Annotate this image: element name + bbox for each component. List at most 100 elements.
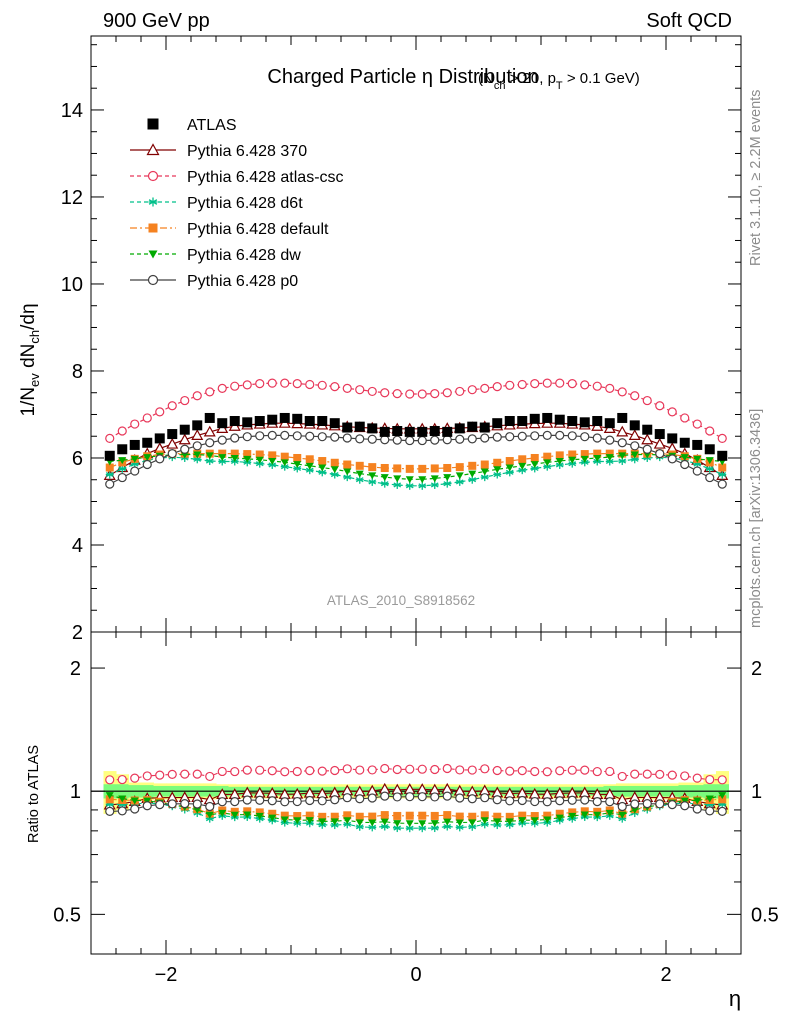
- data-point: [630, 806, 639, 814]
- data-point: [154, 433, 165, 444]
- data-point: [717, 450, 728, 461]
- data-point: [705, 457, 714, 465]
- data-point: [405, 476, 414, 484]
- data-point: [430, 764, 440, 775]
- ratio-y-tick-label: 0.5: [53, 904, 81, 926]
- data-point: [555, 378, 565, 388]
- header-left: 900 GeV pp: [103, 10, 210, 32]
- data-point: [405, 481, 414, 490]
- series-pythia-6-428-p0: [105, 430, 727, 489]
- plot-subtitle: (Nch > 20, pT > 0.1 GeV): [478, 70, 640, 92]
- data-point: [280, 816, 289, 824]
- data-point: [355, 819, 364, 827]
- series-line: [109, 422, 723, 476]
- data-point: [117, 472, 127, 483]
- data-point: [530, 431, 540, 441]
- y-tick-label: 12: [61, 187, 83, 209]
- data-point: [380, 479, 389, 488]
- data-point: [479, 422, 490, 433]
- data-point: [155, 454, 165, 464]
- data-point: [242, 795, 252, 805]
- data-point: [242, 765, 252, 775]
- data-point: [118, 457, 127, 465]
- data-point: [193, 451, 202, 459]
- data-point: [392, 435, 402, 445]
- data-point: [130, 797, 139, 805]
- data-point: [305, 431, 315, 441]
- data-point: [405, 811, 414, 820]
- data-point: [517, 795, 527, 806]
- data-point: [653, 437, 666, 449]
- data-point: [518, 811, 527, 820]
- data-point: [430, 435, 440, 445]
- data-point: [505, 457, 514, 466]
- data-point: [180, 769, 190, 779]
- data-point: [555, 451, 564, 460]
- data-point: [280, 378, 290, 388]
- data-point: [230, 811, 239, 819]
- mcplots-label: mcplots.cern.ch [arXiv:1306.3436]: [748, 409, 764, 628]
- data-point: [629, 420, 640, 431]
- data-point: [542, 767, 552, 777]
- data-point: [255, 378, 265, 389]
- data-point: [430, 811, 439, 820]
- ratio-series: [105, 792, 727, 828]
- data-point: [468, 812, 477, 821]
- data-point: [693, 455, 702, 463]
- legend-label: Pythia 6.428 atlas-csc: [187, 169, 344, 186]
- data-point: [342, 764, 352, 774]
- data-point: [392, 426, 403, 437]
- data-point: [393, 811, 402, 820]
- data-point: [555, 766, 565, 776]
- ratio-y-tick-label: 2: [70, 658, 81, 680]
- data-point: [217, 766, 227, 777]
- data-point: [380, 463, 389, 472]
- data-point: [680, 413, 690, 423]
- data-point: [630, 799, 640, 809]
- data-point: [380, 791, 390, 801]
- data-point: [205, 811, 214, 819]
- data-point: [443, 818, 452, 826]
- series-pythia-6-428-dw: [105, 451, 727, 484]
- data-point: [680, 771, 690, 781]
- data-point: [630, 451, 639, 459]
- data-point: [542, 412, 553, 423]
- y-label-part: /dη: [18, 303, 39, 329]
- data-point: [192, 769, 202, 779]
- data-point: [130, 804, 140, 814]
- legend-item: ATLAS: [147, 117, 237, 134]
- data-point: [568, 456, 577, 464]
- data-point: [255, 431, 265, 441]
- data-point: [242, 432, 252, 442]
- data-point: [617, 438, 627, 448]
- data-point: [605, 383, 615, 393]
- legend-label: Pythia 6.428 dw: [187, 247, 301, 264]
- data-point: [468, 819, 477, 827]
- analysis-watermark: ATLAS_2010_S8918562: [327, 593, 475, 608]
- data-point: [380, 811, 389, 820]
- data-point: [242, 380, 252, 390]
- data-point: [704, 444, 715, 455]
- data-point: [492, 432, 502, 442]
- data-point: [317, 432, 327, 442]
- x-tick-label: 2: [660, 964, 671, 986]
- data-point: [230, 449, 239, 458]
- data-point: [518, 466, 527, 475]
- main-plot-ticks: 2 4 6 8 10 12 14: [61, 36, 742, 644]
- data-point: [317, 796, 327, 806]
- data-point: [148, 223, 158, 233]
- subtitle-part: (N: [478, 70, 494, 87]
- data-point: [655, 449, 665, 459]
- data-point: [180, 395, 190, 406]
- data-point: [155, 800, 165, 810]
- data-point: [642, 395, 652, 406]
- data-point: [317, 766, 327, 776]
- data-point: [530, 812, 539, 821]
- data-point: [655, 769, 665, 779]
- series-line: [109, 456, 723, 487]
- data-point: [493, 818, 502, 826]
- data-point: [148, 250, 158, 259]
- data-point: [605, 435, 615, 445]
- legend-label: Pythia 6.428 p0: [187, 273, 298, 290]
- data-point: [718, 470, 727, 479]
